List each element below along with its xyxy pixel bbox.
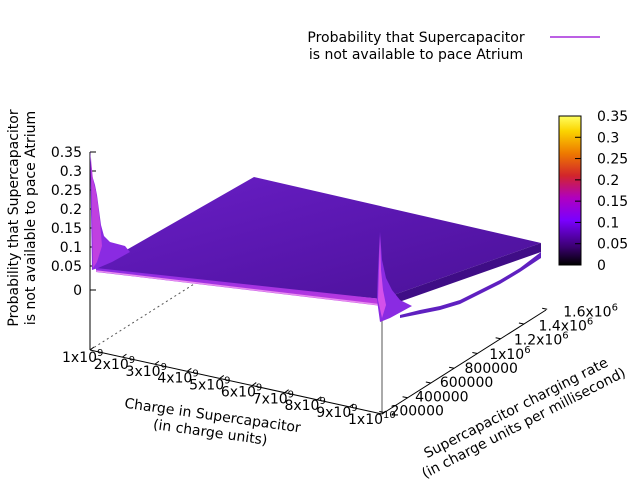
y-tick-label: 800000 bbox=[465, 361, 518, 377]
y-tick-label: 1.4x106 bbox=[539, 316, 594, 334]
x-tick-label: 8x109 bbox=[284, 396, 325, 414]
colorbar-tick-label: 0 bbox=[597, 258, 606, 274]
x-tick-label: 7x109 bbox=[253, 389, 294, 407]
y-tick-label: 1.2x106 bbox=[514, 331, 569, 349]
x-tick-label: 2x109 bbox=[94, 355, 135, 373]
z-tick-label: 0.3 bbox=[60, 164, 82, 180]
x-tick-label: 1x109 bbox=[62, 348, 103, 366]
x-tick-mark bbox=[89, 346, 95, 351]
x-tick-labels: 1x1092x1093x1094x1095x1096x1097x1098x109… bbox=[62, 346, 396, 428]
y-tick-mark bbox=[542, 307, 548, 310]
legend: Probability that Supercapacitor is not a… bbox=[307, 30, 600, 63]
y-tick-label: 1x106 bbox=[489, 345, 530, 363]
y-tick-label: 1.6x106 bbox=[563, 302, 618, 320]
front-right-edge bbox=[381, 309, 547, 415]
colorbar-tick-label: 0.15 bbox=[597, 194, 628, 210]
x-tick-label: 1x1010 bbox=[348, 410, 396, 428]
colorbar-tick-label: 0.3 bbox=[597, 130, 619, 146]
z-tick-label: 0.35 bbox=[51, 145, 82, 161]
y-tick-mark bbox=[379, 411, 385, 414]
colorbar-tick-label: 0.35 bbox=[597, 109, 628, 125]
x-tick-label: 6x109 bbox=[221, 382, 262, 400]
colorbar: 0.35 0.3 0.25 0.2 0.15 0.1 0.05 0 bbox=[558, 109, 628, 274]
surface-front-edge-highlight bbox=[95, 270, 383, 306]
z-tick-label: 0.15 bbox=[51, 221, 82, 237]
z-tick-label: 0 bbox=[73, 283, 82, 299]
y-tick-label: 400000 bbox=[415, 389, 468, 405]
y-tick-mark bbox=[402, 396, 408, 399]
z-tick-label: 0.05 bbox=[51, 259, 82, 275]
colorbar-tick-label: 0.2 bbox=[597, 173, 619, 189]
y-tick-mark bbox=[449, 366, 455, 369]
x-tick-mark bbox=[122, 353, 127, 358]
colorbar-tick-labels: 0.35 0.3 0.25 0.2 0.15 0.1 0.05 0 bbox=[575, 109, 628, 274]
legend-line-1: Probability that Supercapacitor bbox=[307, 30, 524, 46]
z-tick-labels: 0.35 0.3 0.25 0.2 0.15 0.1 0.05 0 bbox=[51, 145, 96, 299]
x-tick-mark bbox=[219, 375, 225, 379]
colorbar-gradient bbox=[558, 115, 582, 266]
x-tick-label: 4x109 bbox=[157, 369, 198, 387]
x-tick-mark bbox=[316, 396, 322, 401]
y-tick-label: 600000 bbox=[440, 375, 493, 391]
colorbar-tick-label: 0.1 bbox=[597, 215, 619, 231]
peak-left-highlight bbox=[91, 158, 102, 268]
surface-top bbox=[95, 177, 541, 299]
z-tick-label: 0.1 bbox=[60, 240, 82, 256]
z-label-line-1: Probability that Supercapacitor bbox=[6, 109, 22, 326]
z-tick-label: 0.2 bbox=[60, 202, 82, 218]
surface bbox=[90, 150, 541, 322]
x-tick-label: 5x109 bbox=[189, 376, 230, 394]
front-left-edge bbox=[89, 349, 383, 415]
x-tick-mark bbox=[349, 403, 354, 408]
y-tick-label: 200000 bbox=[390, 404, 443, 420]
peak-right bbox=[377, 232, 412, 322]
x-tick-label: 3x109 bbox=[126, 362, 167, 380]
x-tick-label: 9x109 bbox=[316, 403, 357, 421]
x-tick-mark bbox=[154, 360, 160, 365]
surface-front-right bbox=[382, 243, 541, 308]
y-tick-mark bbox=[518, 322, 524, 325]
x-tick-mark bbox=[284, 389, 289, 394]
y-axis-label: Supercapacitor charging rate (in charge … bbox=[419, 355, 628, 480]
y-tick-labels: 2000004000006000008000001x1061.2x1061.4x… bbox=[379, 302, 618, 420]
colorbar-tick-label: 0.25 bbox=[597, 152, 628, 168]
y-tick-mark bbox=[425, 381, 431, 384]
z-label-line-2: is not available to pace Atrium bbox=[23, 111, 39, 325]
z-axis-label: Probability that Supercapacitor is not a… bbox=[6, 109, 39, 326]
legend-line-2: is not available to pace Atrium bbox=[309, 47, 523, 63]
colorbar-tick-label: 0.05 bbox=[597, 237, 628, 253]
z-tick-label: 0.25 bbox=[51, 183, 82, 199]
peak-right-highlight bbox=[378, 236, 386, 318]
x-tick-mark bbox=[251, 382, 257, 386]
y-tick-mark bbox=[472, 352, 478, 355]
x-tick-mark bbox=[187, 367, 192, 372]
y-tick-mark bbox=[495, 337, 501, 340]
